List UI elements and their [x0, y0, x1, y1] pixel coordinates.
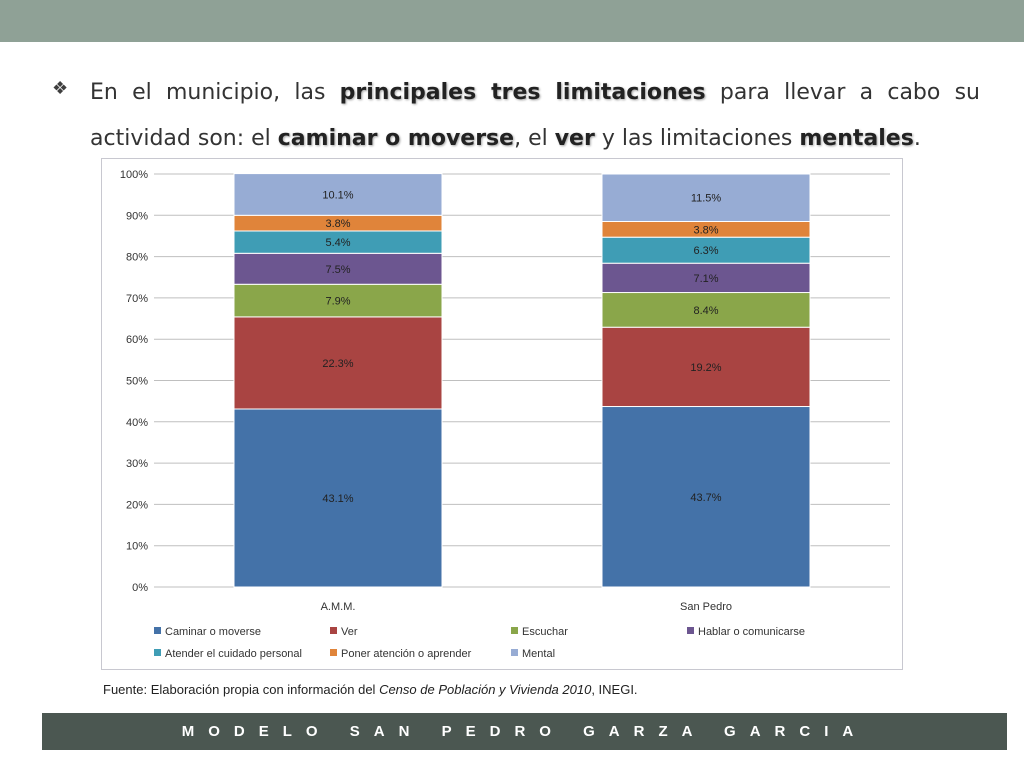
x-category-label: San Pedro	[680, 601, 732, 613]
y-tick-label: 30%	[126, 458, 148, 470]
data-label: 7.5%	[325, 264, 350, 276]
source-title: Censo de Población y Vivienda 2010	[379, 682, 592, 697]
y-tick-label: 60%	[126, 334, 148, 346]
legend-label: Escuchar	[522, 626, 568, 638]
data-label: 7.1%	[693, 273, 718, 285]
legend-swatch	[330, 649, 337, 656]
data-label: 5.4%	[325, 237, 350, 249]
data-label: 3.8%	[693, 224, 718, 236]
bar-segment	[601, 262, 811, 294]
y-tick-label: 80%	[126, 252, 148, 264]
legend-swatch	[687, 627, 694, 634]
source-prefix: Fuente: Elaboración propia con informaci…	[103, 682, 380, 697]
bullet-text-part: para llevar a cabo su actividad son: el	[90, 80, 980, 151]
data-label: 11.5%	[691, 193, 722, 205]
data-label: 8.4%	[693, 305, 718, 317]
y-tick-label: 0%	[132, 582, 148, 594]
legend-swatch	[154, 649, 161, 656]
source-suffix: , INEGI.	[591, 682, 638, 697]
footer-title: MODELO SAN PEDRO GARZA GARCIA	[181, 723, 868, 740]
data-label: 22.3%	[322, 358, 353, 370]
legend-swatch	[154, 627, 161, 634]
legend-label: Atender el cuidado personal	[165, 648, 302, 660]
bar-segment	[601, 406, 811, 588]
footer-band: MODELO SAN PEDRO GARZA GARCIA	[42, 713, 1007, 750]
bullet-emphasis: caminar o moverse	[277, 126, 515, 151]
bar-segment	[233, 316, 443, 410]
data-label: 10.1%	[322, 189, 353, 201]
bullet-text-part: , el	[514, 126, 555, 151]
source-note: Fuente: Elaboración propia con informaci…	[103, 682, 638, 697]
data-label: 7.9%	[325, 296, 350, 308]
legend-label: Hablar o comunicarse	[698, 626, 805, 638]
bullet-emphasis: ver	[554, 126, 595, 151]
legend-label: Caminar o moverse	[165, 626, 261, 638]
y-tick-label: 10%	[126, 541, 148, 553]
chart-frame: 0% 10% 20% 30% 40% 50% 60% 70% 80% 90% 100% 43.1% 22…	[101, 158, 903, 670]
x-category-label: A.M.M.	[321, 601, 356, 613]
bar-segment	[601, 292, 811, 328]
y-tick-label: 100%	[120, 169, 148, 181]
y-tick-label: 90%	[126, 210, 148, 222]
bullet-text-part: .	[913, 126, 921, 151]
diamond-bullet-icon: ❖	[52, 78, 69, 98]
bullet-emphasis: principales tres limitaciones	[339, 80, 706, 105]
stacked-bar-chart: 0% 10% 20% 30% 40% 50% 60% 70% 80% 90% 100% 43.1% 22…	[120, 169, 890, 660]
bar-segment	[233, 173, 443, 216]
data-label: 6.3%	[693, 245, 718, 257]
data-label: 3.8%	[325, 218, 350, 230]
bar-segment	[233, 252, 443, 285]
data-label: 43.1%	[322, 493, 353, 505]
bullet-text: En el municipio, las principales tres li…	[90, 70, 980, 162]
legend-label: Mental	[522, 648, 555, 660]
data-label: 19.2%	[690, 362, 721, 374]
bar-segment	[233, 408, 443, 588]
legend-label: Poner atención o aprender	[341, 648, 472, 660]
legend-swatch	[511, 649, 518, 656]
legend-label: Ver	[341, 626, 358, 638]
legend-swatch	[511, 627, 518, 634]
bullet-text-part: En el municipio, las	[90, 80, 340, 105]
bullet-emphasis: mentales	[799, 126, 914, 151]
top-header-band	[0, 0, 1024, 42]
y-tick-label: 20%	[126, 499, 148, 511]
y-tick-label: 40%	[126, 417, 148, 429]
y-tick-label: 50%	[126, 376, 148, 388]
bar-segment	[601, 173, 811, 222]
bar-segment	[233, 283, 443, 318]
bar-segment	[601, 326, 811, 408]
bullet-text-part: y las limitaciones	[594, 126, 800, 151]
legend-swatch	[330, 627, 337, 634]
data-label: 43.7%	[690, 492, 721, 504]
y-tick-label: 70%	[126, 293, 148, 305]
